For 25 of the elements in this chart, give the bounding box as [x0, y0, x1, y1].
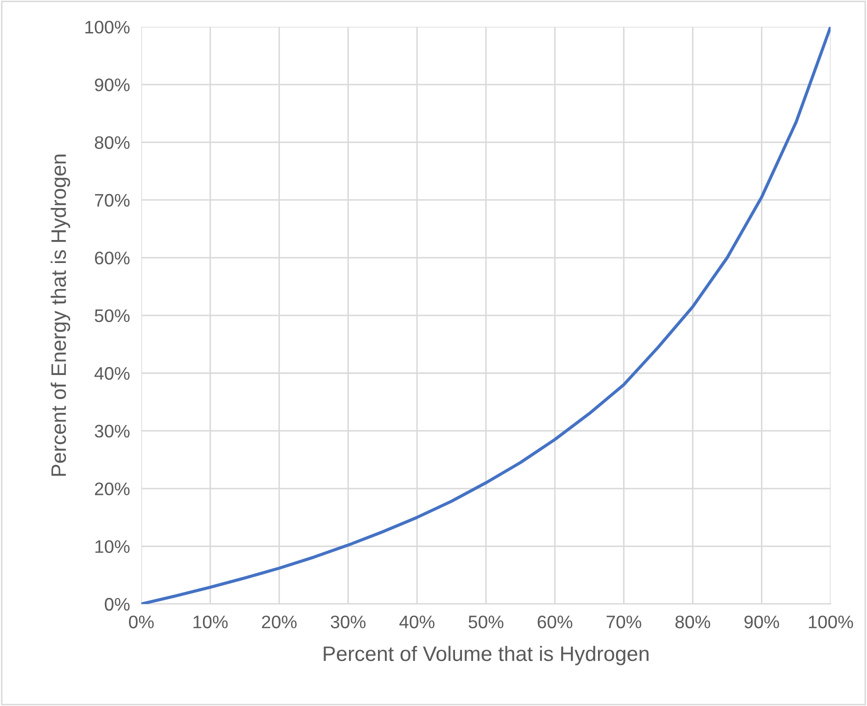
x-tick-label: 40%	[399, 616, 434, 628]
x-tick-label: 100%	[808, 616, 854, 628]
x-tick-label: 90%	[744, 616, 780, 628]
y-axis-title: Percent of Energy that is Hydrogen	[50, 154, 70, 476]
x-axis-title: Percent of Volume that is Hydrogen	[324, 646, 648, 666]
line-series	[141, 26, 831, 604]
y-tick-label: 0%	[104, 598, 130, 611]
y-tick-label: 50%	[94, 309, 130, 322]
y-tick-label: 90%	[94, 78, 130, 92]
x-tick-label: 50%	[468, 616, 504, 628]
y-tick-label: 70%	[95, 194, 130, 207]
x-tick-label: 80%	[675, 616, 710, 628]
x-tick-label: 60%	[538, 616, 572, 628]
x-tick-label: 30%	[330, 616, 366, 628]
y-tick-label: 20%	[94, 482, 130, 496]
x-tick-label: 10%	[194, 616, 228, 628]
x-tick-label: 0%	[128, 616, 154, 628]
y-tick-label: 10%	[95, 540, 130, 553]
y-tick-label: 100%	[85, 20, 130, 34]
y-tick-label: 60%	[94, 252, 130, 264]
y-tick-label: 30%	[94, 424, 130, 438]
x-tick-label: 20%	[262, 616, 297, 628]
y-tick-label: 40%	[94, 367, 130, 380]
x-tick-label: 70%	[606, 616, 642, 628]
y-tick-label: 80%	[94, 136, 130, 149]
